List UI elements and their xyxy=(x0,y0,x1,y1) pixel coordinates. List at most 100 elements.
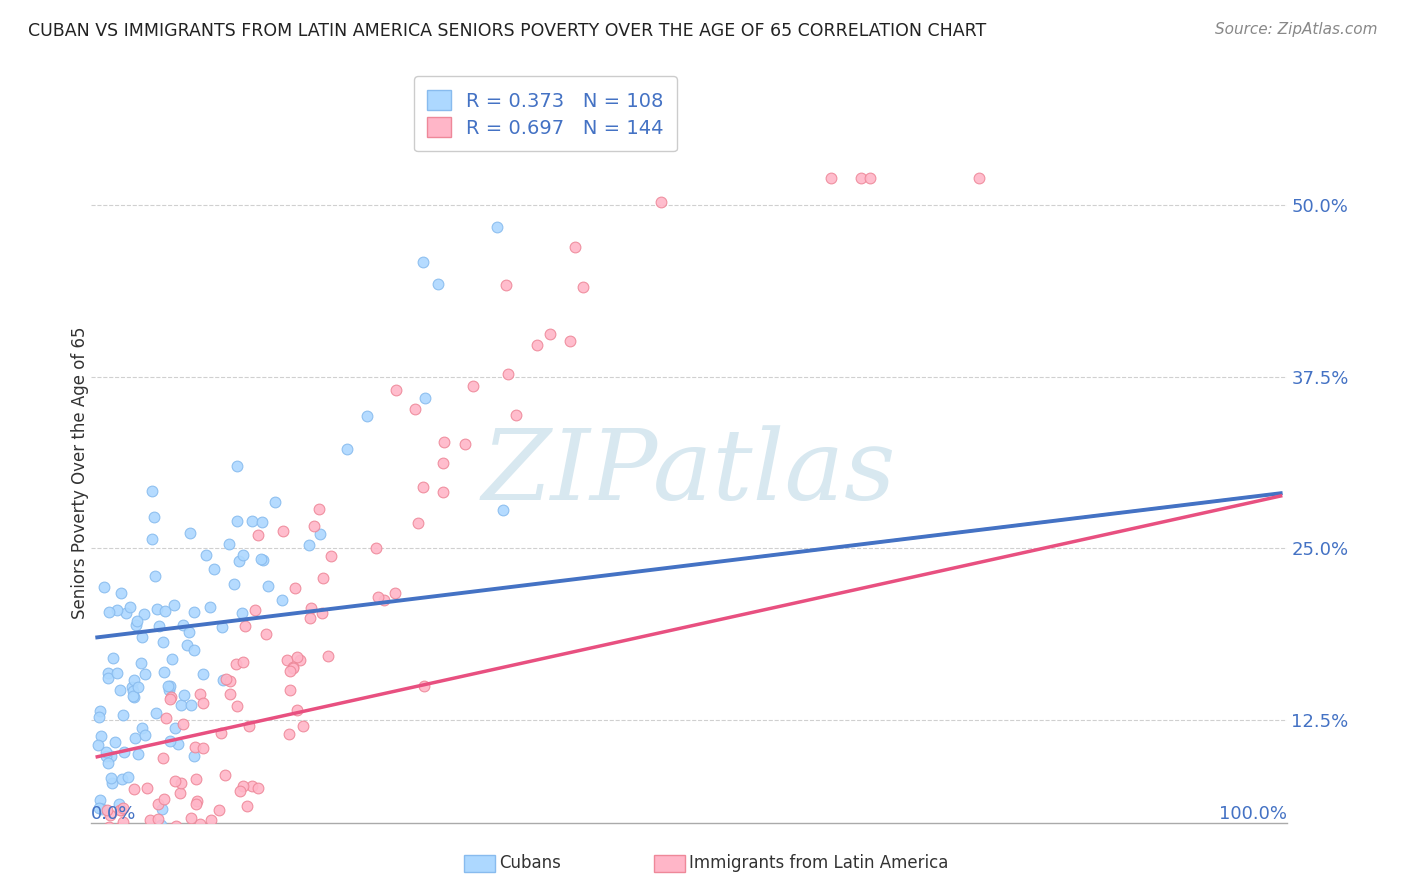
Text: ZIPatlas: ZIPatlas xyxy=(482,425,896,520)
Point xyxy=(169,786,191,800)
Point xyxy=(180,698,202,713)
Point xyxy=(276,653,298,667)
Point xyxy=(166,737,188,751)
Point xyxy=(851,170,873,185)
Point xyxy=(650,195,672,210)
Point xyxy=(240,514,263,528)
Point xyxy=(173,688,195,702)
Point xyxy=(240,779,263,793)
Point xyxy=(89,704,111,718)
Point xyxy=(215,830,238,844)
Point xyxy=(115,830,138,844)
Point xyxy=(309,526,332,541)
Point xyxy=(107,821,129,835)
Point xyxy=(246,527,269,541)
Point xyxy=(98,830,121,844)
Point xyxy=(90,830,112,844)
Text: CUBAN VS IMMIGRANTS FROM LATIN AMERICA SENIORS POVERTY OVER THE AGE OF 65 CORREL: CUBAN VS IMMIGRANTS FROM LATIN AMERICA S… xyxy=(28,22,987,40)
Text: 0.0%: 0.0% xyxy=(91,805,136,823)
Point xyxy=(219,687,242,701)
Point xyxy=(87,830,110,844)
Point xyxy=(165,721,187,735)
Point xyxy=(96,756,118,771)
Point xyxy=(124,830,146,844)
Point xyxy=(495,278,517,293)
Point xyxy=(159,830,181,844)
Point xyxy=(136,824,159,838)
Point xyxy=(299,601,322,615)
Point xyxy=(250,515,273,529)
Point xyxy=(453,437,475,451)
Point xyxy=(163,598,186,612)
Point xyxy=(157,679,180,693)
Point xyxy=(433,435,456,450)
Point xyxy=(146,812,169,826)
Point xyxy=(283,660,305,674)
Point xyxy=(111,830,134,844)
Point xyxy=(111,801,134,815)
Point xyxy=(100,749,122,764)
Point xyxy=(141,532,163,546)
Point xyxy=(356,409,378,424)
Point xyxy=(117,830,139,844)
Point xyxy=(91,830,114,844)
Point xyxy=(278,664,301,678)
Point xyxy=(463,378,485,392)
Point xyxy=(117,770,139,784)
Point xyxy=(238,719,260,733)
Point xyxy=(96,830,118,844)
Point xyxy=(122,782,145,797)
Point xyxy=(98,605,121,619)
Point xyxy=(97,666,120,681)
Point xyxy=(278,727,301,741)
Point xyxy=(215,672,238,686)
Point xyxy=(211,620,233,634)
Point xyxy=(101,775,124,789)
Point xyxy=(110,803,132,817)
Point xyxy=(159,822,181,837)
Point xyxy=(373,592,395,607)
Point xyxy=(384,586,406,600)
Point xyxy=(177,830,200,844)
Point xyxy=(308,502,330,516)
Point xyxy=(364,541,387,556)
Point xyxy=(367,590,389,604)
Point xyxy=(180,811,202,825)
Point xyxy=(141,830,163,844)
Point xyxy=(134,666,156,681)
Point xyxy=(163,825,186,839)
Point xyxy=(160,690,183,705)
Point xyxy=(311,606,333,620)
Point xyxy=(127,747,149,761)
Point xyxy=(136,830,159,844)
Point xyxy=(571,280,593,294)
Point xyxy=(100,830,122,844)
Point xyxy=(108,830,131,844)
Point xyxy=(112,815,135,830)
Point xyxy=(271,524,294,539)
Point xyxy=(184,739,207,754)
Point xyxy=(139,830,162,844)
Point xyxy=(97,820,120,834)
Point xyxy=(122,690,145,705)
Point xyxy=(105,603,128,617)
Point xyxy=(226,699,249,714)
Point xyxy=(538,327,561,342)
Point xyxy=(110,682,132,697)
Point xyxy=(120,599,142,614)
Point xyxy=(111,830,134,844)
Point xyxy=(205,830,228,844)
Point xyxy=(505,408,527,422)
Y-axis label: Seniors Poverty Over the Age of 65: Seniors Poverty Over the Age of 65 xyxy=(72,326,89,619)
Point xyxy=(226,515,249,529)
Point xyxy=(285,649,308,664)
Point xyxy=(191,740,214,755)
Point xyxy=(288,653,311,667)
Point xyxy=(232,779,254,793)
Point xyxy=(254,627,277,641)
Text: Cubans: Cubans xyxy=(499,855,561,872)
Point xyxy=(149,830,172,844)
Point xyxy=(412,480,434,494)
Point xyxy=(153,792,176,806)
Point xyxy=(94,745,117,759)
